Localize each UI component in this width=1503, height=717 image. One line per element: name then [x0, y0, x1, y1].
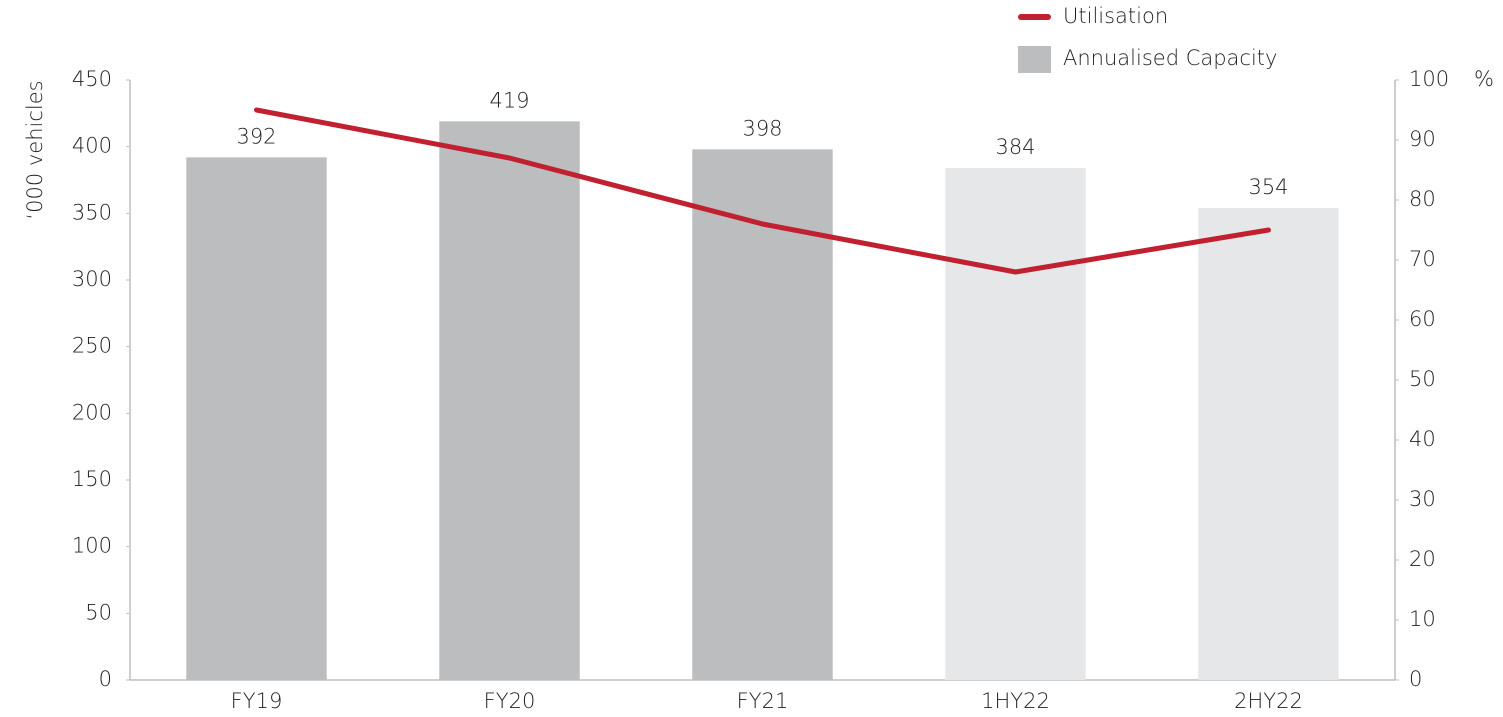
y2-axis-label: % — [1474, 67, 1494, 91]
y-tick-label: 400 — [72, 134, 112, 158]
x-tick-label: FY20 — [484, 689, 536, 713]
y2-tick-label: 0 — [1409, 667, 1422, 691]
bar — [1198, 208, 1339, 680]
legend-swatch — [1018, 46, 1051, 73]
data-label: 384 — [995, 135, 1035, 159]
y2-tick-label: 90 — [1409, 127, 1436, 151]
y-tick-label: 250 — [72, 334, 112, 358]
data-label: 354 — [1248, 175, 1288, 199]
y-axis-label: ‘000 vehicles — [23, 80, 47, 219]
y2-tick-label: 70 — [1409, 247, 1436, 271]
y-tick-label: 450 — [72, 67, 112, 91]
y-tick-label: 50 — [85, 600, 112, 624]
y2-tick-label: 50 — [1409, 367, 1436, 391]
bar — [186, 157, 327, 681]
legend-label: Annualised Capacity — [1063, 46, 1277, 70]
x-tick-label: 1HY22 — [981, 689, 1050, 713]
line — [254, 107, 1271, 275]
legend-label: Utilisation — [1063, 4, 1168, 28]
y-tick-label: 100 — [72, 534, 112, 558]
y-tick-label: 150 — [72, 467, 112, 491]
y-tick-label: 350 — [72, 200, 112, 224]
y-tick-label: 300 — [72, 267, 112, 291]
y2-tick-label: 10 — [1409, 607, 1436, 631]
x-tick-label: FY21 — [737, 689, 789, 713]
y2-tick-label: 100 — [1409, 67, 1449, 91]
data-label: 392 — [236, 124, 276, 148]
y-tick-label: 0 — [99, 667, 112, 691]
y2-tick-label: 20 — [1409, 547, 1436, 571]
data-label: 419 — [489, 88, 529, 112]
y2-tick-label: 60 — [1409, 307, 1436, 331]
bar — [439, 121, 580, 681]
y-tick-label: 200 — [72, 400, 112, 424]
data-label: 398 — [742, 116, 782, 140]
x-tick-label: 2HY22 — [1234, 689, 1303, 713]
x-tick-label: FY19 — [231, 689, 283, 713]
y2-tick-label: 40 — [1409, 427, 1436, 451]
bar — [692, 149, 833, 681]
y2-tick-label: 30 — [1409, 487, 1436, 511]
y2-tick-label: 80 — [1409, 187, 1436, 211]
bar — [945, 168, 1086, 680]
